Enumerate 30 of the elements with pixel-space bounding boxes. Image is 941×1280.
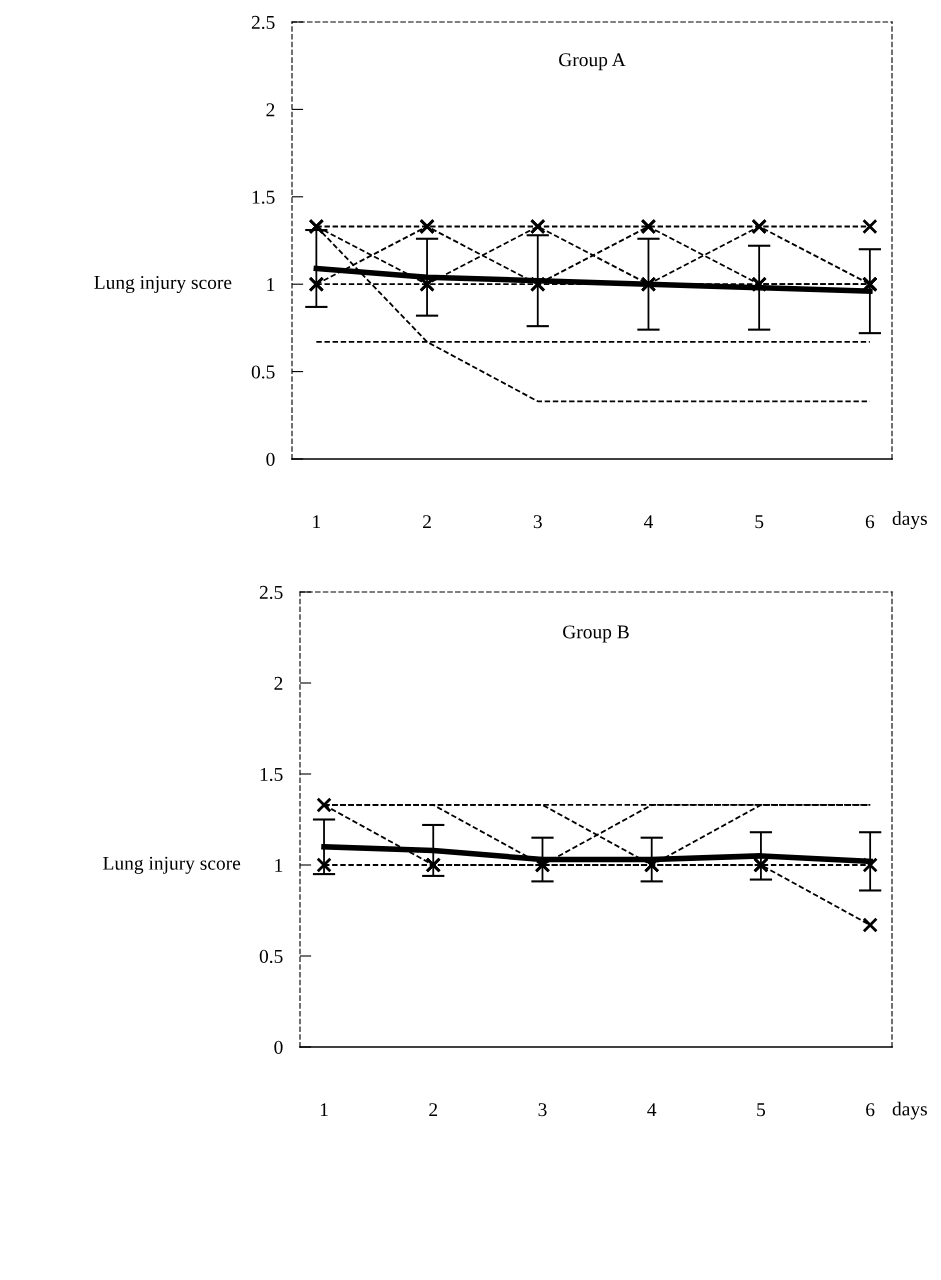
y-tick-label: 1.5 <box>260 767 283 782</box>
y-tick-label: 2.5 <box>259 585 283 600</box>
y-tick-label: 0.5 <box>259 949 283 964</box>
y-tick-label: 1 <box>275 858 283 872</box>
y-tick-label: 2.5 <box>251 15 275 30</box>
x-tick-label: 2 <box>429 1103 438 1117</box>
y-tick-label: 1 <box>267 278 275 291</box>
x-tick-label: 1 <box>313 515 321 529</box>
y-axis-title: Lung injury score <box>103 856 241 874</box>
x-tick-label: 2 <box>423 515 431 529</box>
x-axis-title: days <box>892 511 927 530</box>
x-tick-label: 5 <box>757 1103 766 1117</box>
x-axis-title: days <box>892 1101 927 1120</box>
x-tick-label: 4 <box>643 515 654 529</box>
x-tick-label: 5 <box>755 515 764 529</box>
x-tick-label: 6 <box>865 515 875 529</box>
y-tick-label: 0 <box>274 1040 283 1054</box>
x-tick-label: 6 <box>866 1103 875 1117</box>
y-axis-title: Lung injury score <box>94 275 232 294</box>
y-tick-label: 1.5 <box>252 190 275 204</box>
y-tick-label: 2 <box>266 103 275 117</box>
x-tick-label: 3 <box>533 515 542 529</box>
x-tick-label: 4 <box>647 1103 657 1117</box>
y-tick-label: 0.5 <box>251 365 275 379</box>
x-tick-label: 3 <box>538 1103 547 1117</box>
y-tick-label: 0 <box>266 452 275 466</box>
text: Group B <box>563 625 629 643</box>
y-tick-label: 2 <box>274 676 283 690</box>
text: Group A <box>559 53 626 71</box>
x-tick-label: 1 <box>320 1103 328 1117</box>
